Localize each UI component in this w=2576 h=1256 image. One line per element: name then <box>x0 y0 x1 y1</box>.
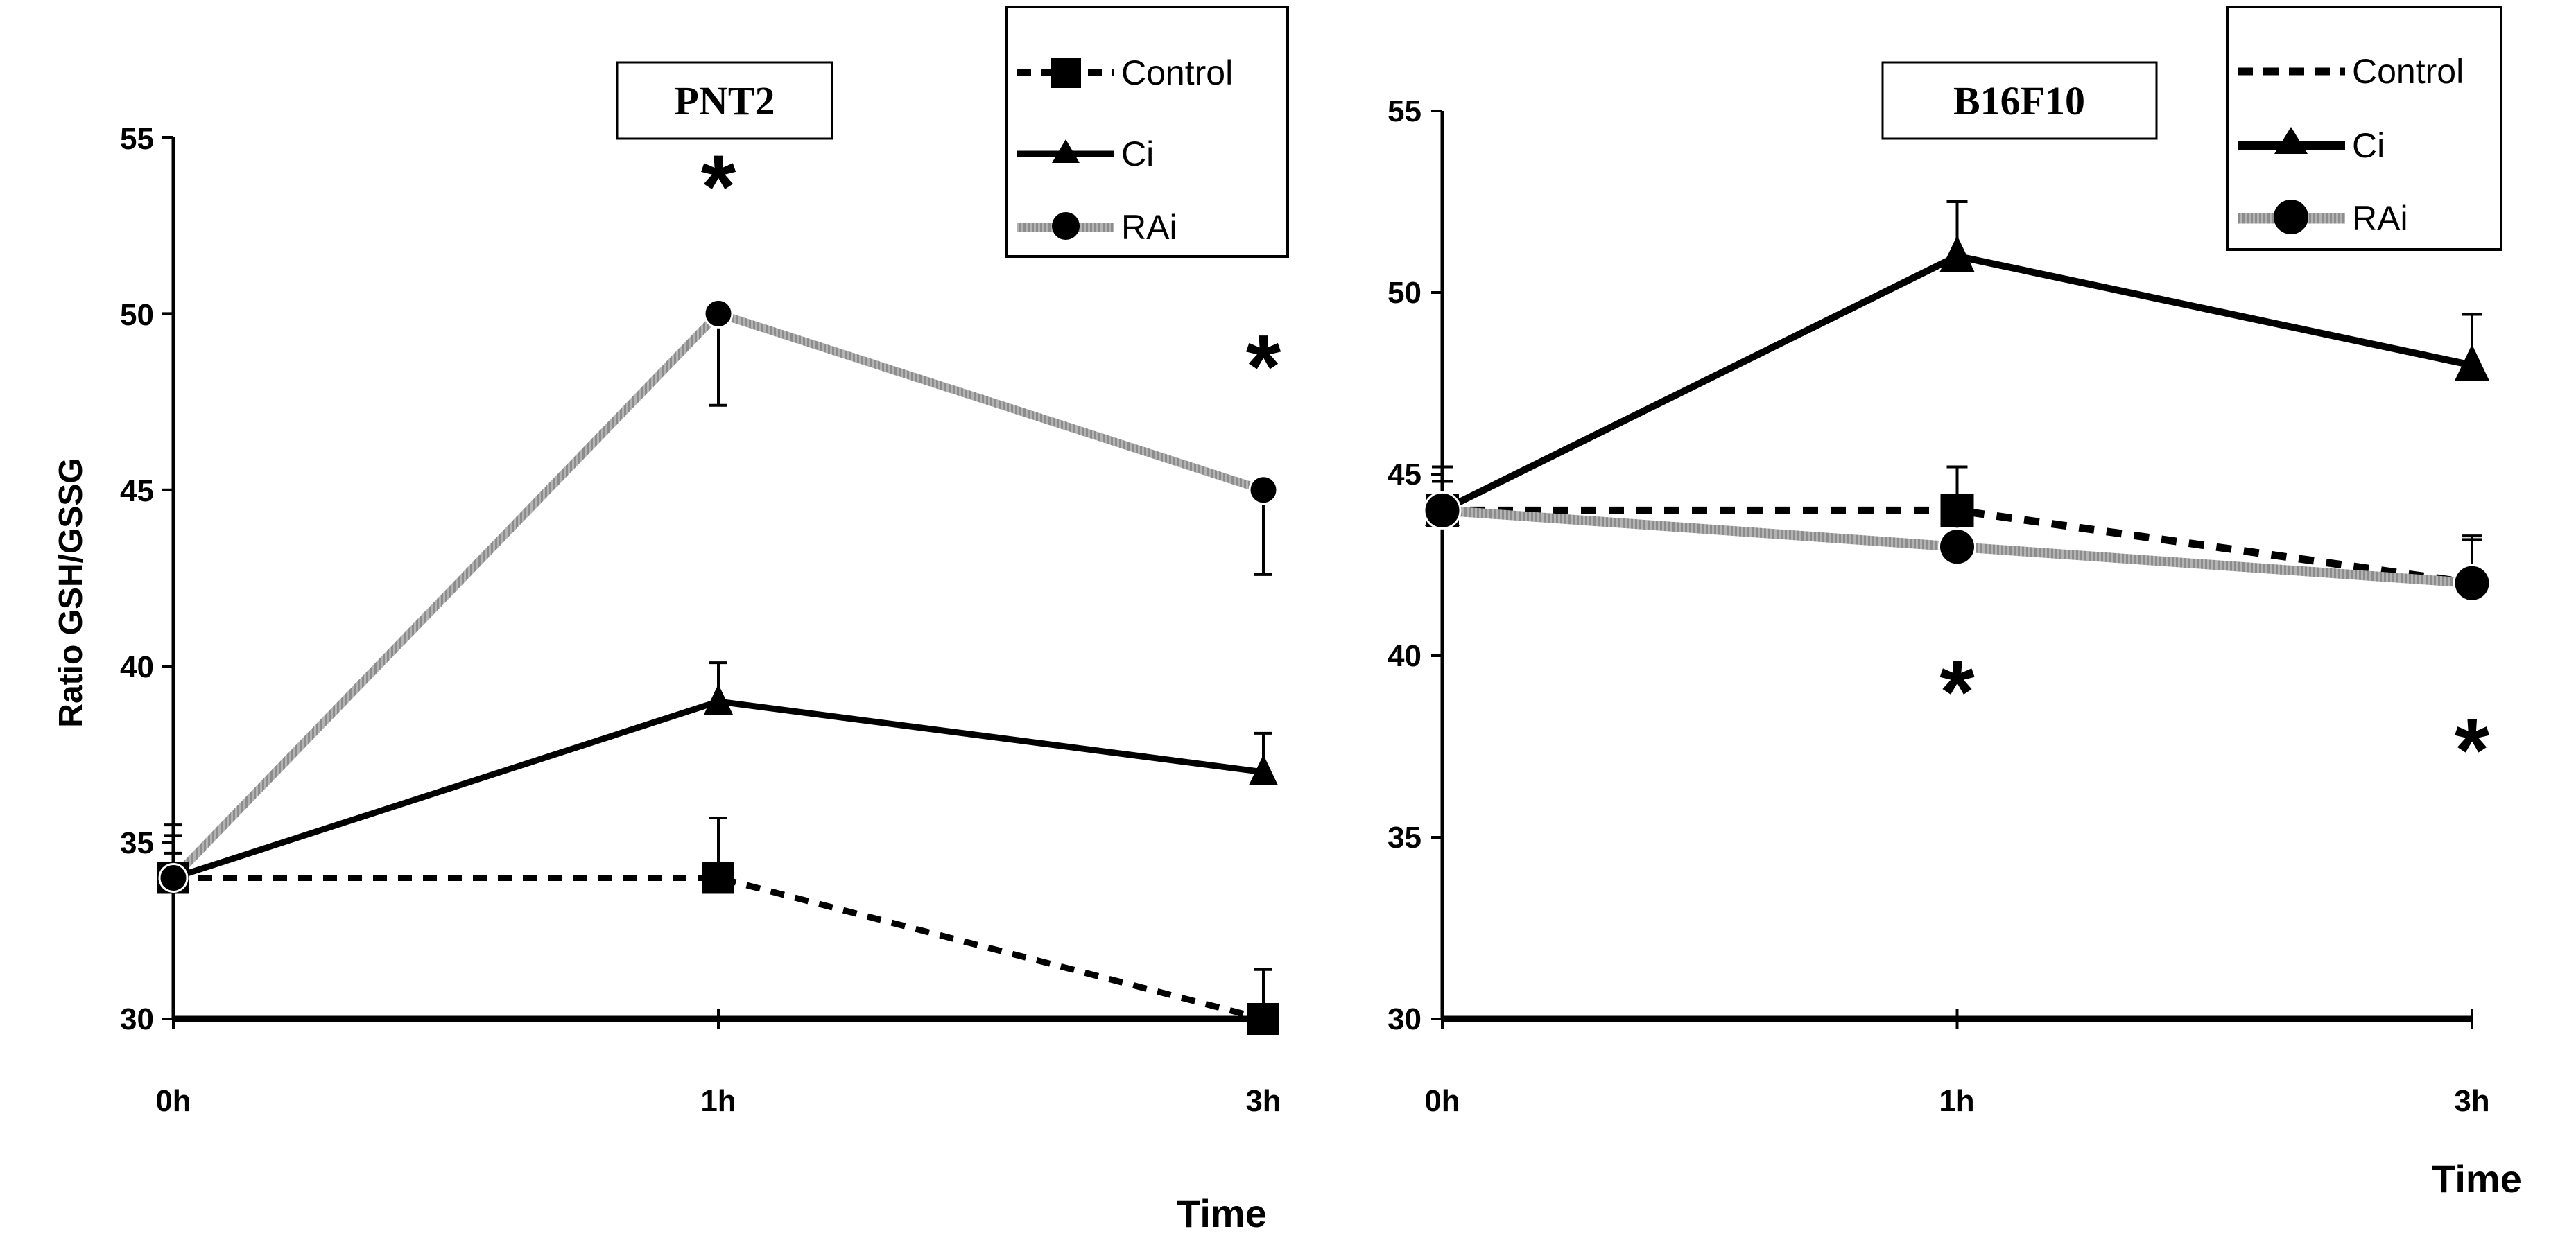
panel-b16f10-title-box <box>1881 61 2158 140</box>
panel-b16f10-xtick-3h: 3h <box>2454 1084 2489 1118</box>
panel-pnt2-y-label: Ratio GSH/GSSG <box>53 457 89 727</box>
panel-b16f10-plot-area: ** <box>1423 110 2491 1029</box>
panel-b16f10-ytick-55: 55 <box>1388 94 1421 128</box>
panel-b16f10-ytick-40: 40 <box>1388 639 1421 673</box>
legend-ci-label: Ci <box>2352 126 2385 165</box>
data-point-ci <box>704 683 733 715</box>
legend-ci-triangle-icon <box>1052 139 1080 163</box>
panel-pnt2-y-ticks: 30 35 40 45 50 55 <box>120 122 154 1036</box>
panel-pnt2-xtick-3h: 3h <box>1245 1084 1281 1118</box>
data-point-control <box>702 862 734 894</box>
panel-b16f10-title: B16F10 <box>1953 78 2085 123</box>
significance-marker: * <box>1246 316 1281 417</box>
significance-marker: * <box>2455 699 2490 801</box>
panel-b16f10-x-label: Time <box>2432 1157 2522 1201</box>
panel-b16f10-ytick-50: 50 <box>1388 276 1421 310</box>
data-point-ci <box>2455 344 2489 381</box>
legend-control-square-icon <box>1051 58 1081 88</box>
data-point-rai <box>1938 527 1976 566</box>
panel-pnt2-ytick-30: 30 <box>120 1002 154 1036</box>
data-point-control <box>1940 494 1974 527</box>
panel-b16f10-ytick-35: 35 <box>1388 821 1421 855</box>
legend-rai-circle-icon <box>2274 200 2308 234</box>
panel-pnt2-xtick-1h: 1h <box>700 1084 736 1118</box>
data-point-rai <box>2453 564 2491 602</box>
data-point-ci <box>1249 754 1278 785</box>
panel-b16f10-ytick-45: 45 <box>1388 457 1421 491</box>
data-point-ci <box>1939 235 1975 272</box>
panel-pnt2-ytick-50: 50 <box>120 298 154 332</box>
significance-marker: * <box>1939 641 1975 742</box>
panel-pnt2-ytick-40: 40 <box>120 650 154 684</box>
data-point-rai <box>1423 491 1462 530</box>
panel-b16f10-legend-box <box>2226 6 2502 251</box>
data-point-rai <box>158 862 189 893</box>
series-line-control <box>1442 506 2473 587</box>
legend-rai-label: RAi <box>1121 208 1177 247</box>
legend-rai-circle-icon <box>1052 212 1080 240</box>
legend-ci-triangle-icon <box>2274 127 2308 154</box>
panel-b16f10-legend: Control Ci RAi <box>2226 6 2502 251</box>
legend-control-label: Control <box>1121 53 1233 92</box>
panel-b16f10-y-ticks: 30 35 40 45 50 55 <box>1388 94 1421 1036</box>
panel-pnt2-legend-box <box>1005 6 1289 258</box>
panel-pnt2-title: PNT2 <box>675 78 775 123</box>
data-point-control <box>1247 1003 1279 1035</box>
panel-pnt2-title-box <box>616 61 833 140</box>
legend-ci-label: Ci <box>1121 134 1154 173</box>
panel-pnt2-x-label: Time <box>1177 1192 1267 1235</box>
significance-marker: * <box>701 136 736 237</box>
panel-b16f10: B16F10 30 35 40 45 50 55 0h 1h 3h Time *… <box>1388 6 2522 1201</box>
data-point-rai <box>703 298 734 329</box>
series-line-control <box>173 874 1265 1022</box>
panel-pnt2-plot-area: ** <box>157 136 1281 1035</box>
panel-pnt2-ytick-45: 45 <box>120 474 154 508</box>
panel-pnt2: PNT2 Ratio GSH/GSSG 30 35 40 45 50 55 0h… <box>53 6 1289 1235</box>
panel-b16f10-xtick-0h: 0h <box>1424 1084 1460 1118</box>
panel-pnt2-ytick-55: 55 <box>120 122 154 156</box>
legend-rai-label: RAi <box>2352 199 2408 238</box>
panel-b16f10-ytick-30: 30 <box>1388 1002 1421 1036</box>
panel-pnt2-ytick-35: 35 <box>120 826 154 860</box>
legend-control-label: Control <box>2352 52 2464 91</box>
panel-pnt2-xtick-0h: 0h <box>155 1084 191 1118</box>
data-point-rai <box>1248 475 1279 505</box>
panel-b16f10-xtick-1h: 1h <box>1939 1084 1974 1118</box>
panel-pnt2-legend: Control Ci RAi <box>1005 6 1289 258</box>
